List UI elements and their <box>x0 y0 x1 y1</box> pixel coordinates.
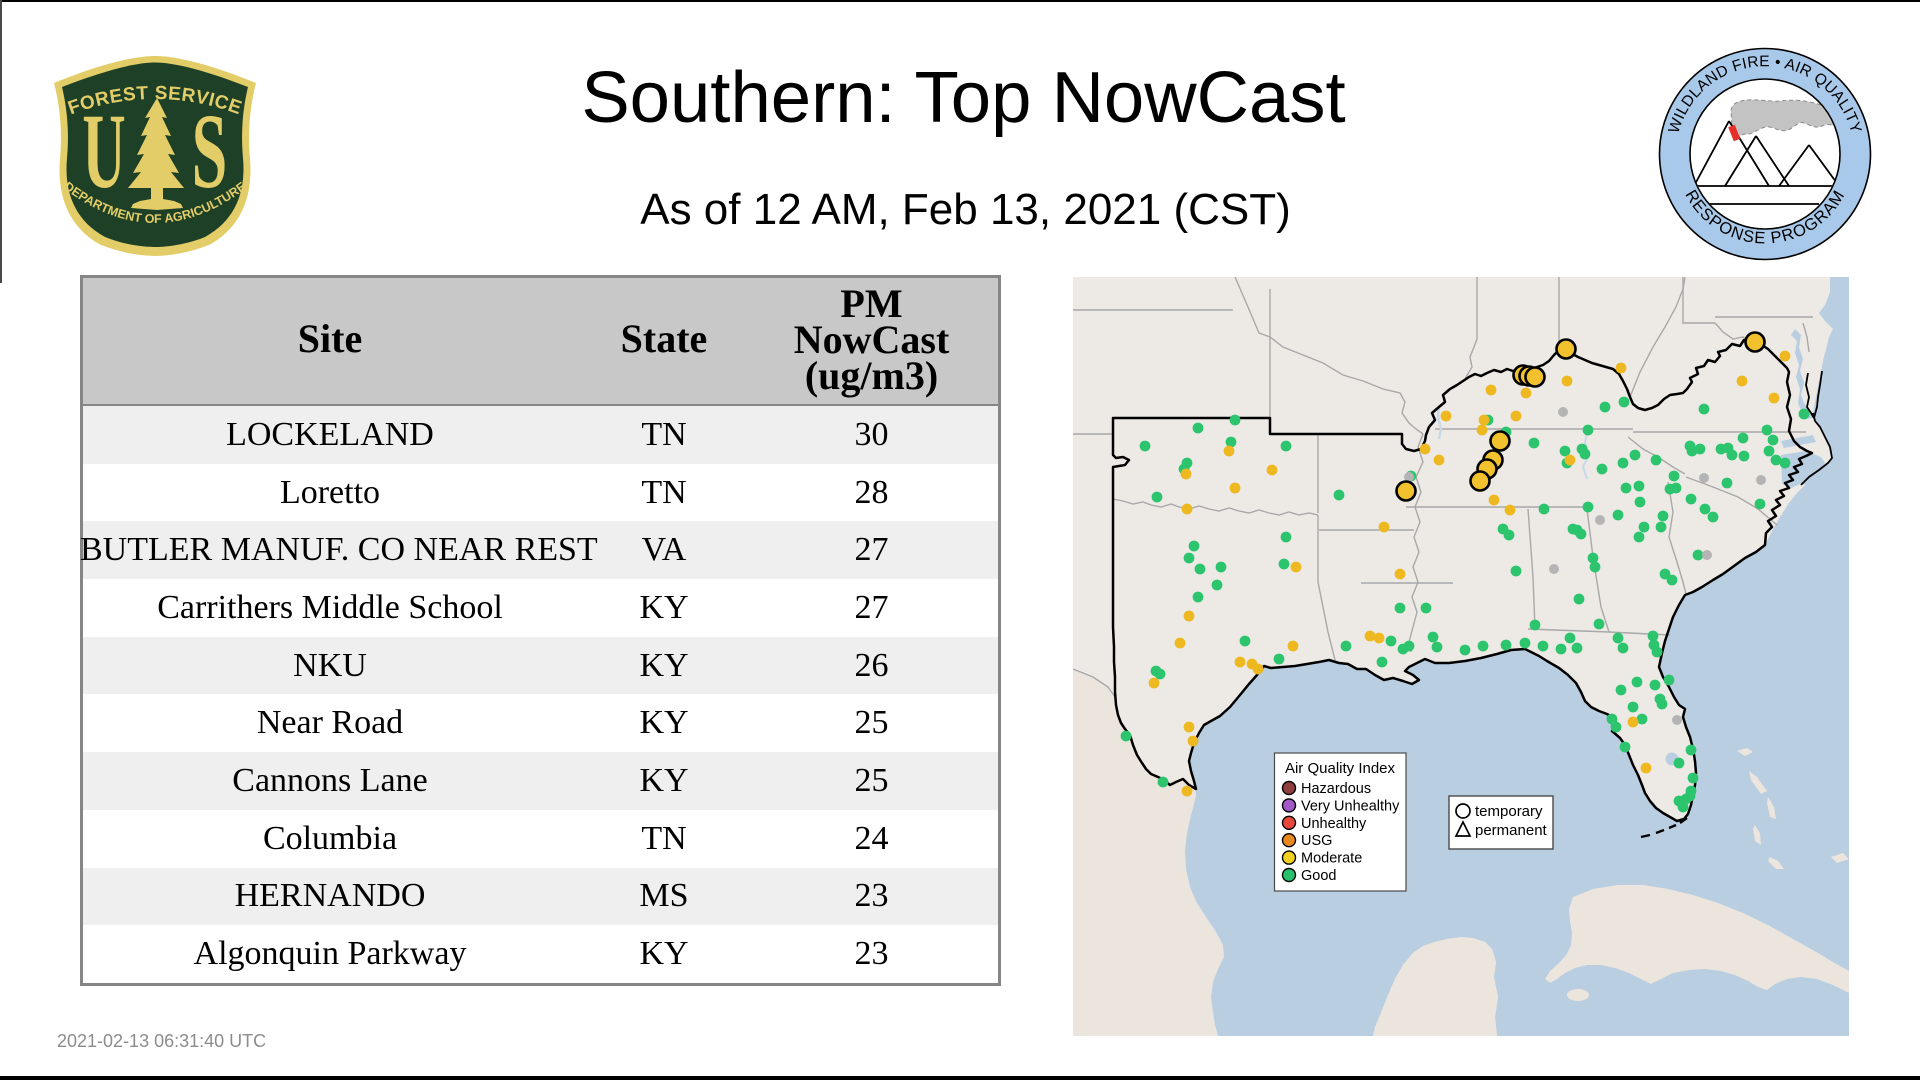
svg-text:U: U <box>82 92 125 210</box>
svg-text:Unhealthy: Unhealthy <box>1301 816 1367 832</box>
svg-text:Very Unhealthy: Very Unhealthy <box>1301 798 1400 814</box>
svg-text:Good: Good <box>1301 868 1336 884</box>
svg-text:Hazardous: Hazardous <box>1301 781 1371 797</box>
svg-text:USG: USG <box>1301 833 1332 849</box>
svg-text:permanent: permanent <box>1475 822 1548 839</box>
svg-text:Moderate: Moderate <box>1301 851 1362 867</box>
svg-text:Air Quality Index: Air Quality Index <box>1285 760 1396 777</box>
svg-text:temporary: temporary <box>1475 803 1543 820</box>
svg-text:S: S <box>192 92 228 211</box>
